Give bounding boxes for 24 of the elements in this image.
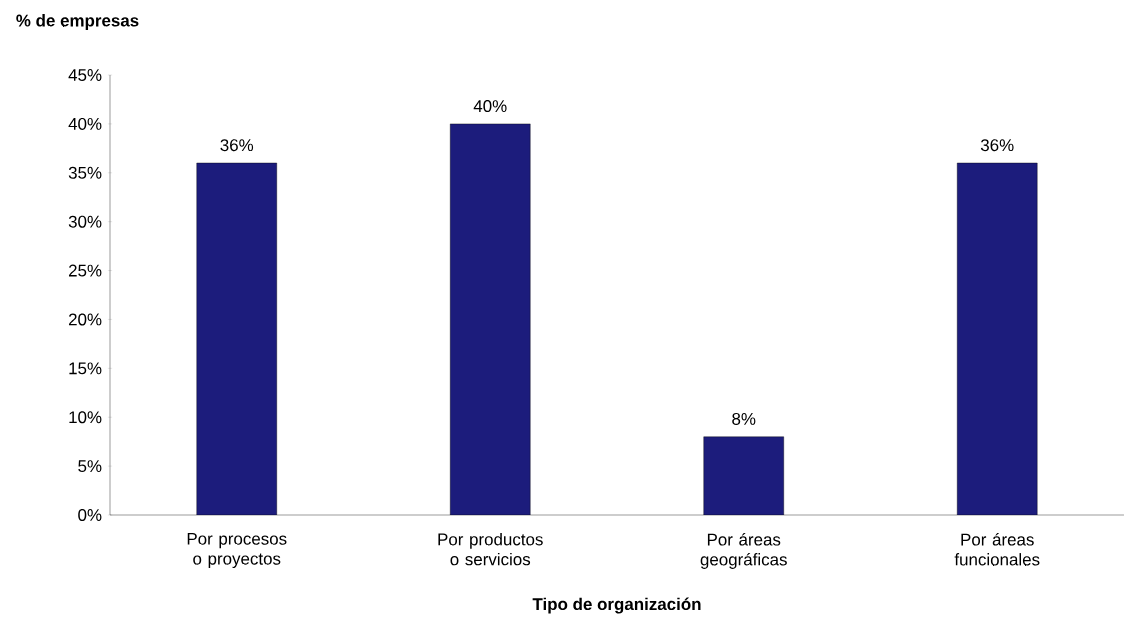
x-tick-label: Por áreas geográficas xyxy=(700,532,787,569)
x-tick-label: Por productos o servicios xyxy=(438,532,543,566)
y-axis-title: % de empresas xyxy=(16,14,139,30)
x-tick-label: Por procesos o proyectos xyxy=(187,532,287,569)
data-label: 40% xyxy=(473,100,507,113)
bar xyxy=(957,162,1038,515)
y-tick-label: 45% xyxy=(68,69,102,81)
data-label: 36% xyxy=(980,139,1014,152)
bar xyxy=(450,123,531,515)
y-tick-label: 20% xyxy=(68,313,102,326)
y-tick-label: 5% xyxy=(78,460,102,473)
x-tick-label: Por áreas funcionales xyxy=(954,532,1040,566)
y-tick-label: 25% xyxy=(68,264,102,277)
y-tick-label: 15% xyxy=(69,362,102,375)
y-tick-label: 30% xyxy=(68,215,102,228)
y-tick-label: 40% xyxy=(68,117,102,130)
data-label: 36% xyxy=(220,139,254,152)
data-label: 8% xyxy=(732,412,756,425)
bar xyxy=(196,163,277,515)
y-tick-label: 10% xyxy=(69,411,102,424)
x-axis-title: Tipo de organización xyxy=(532,597,701,614)
y-tick-label: 0% xyxy=(78,509,102,521)
y-tick-label: 35% xyxy=(68,166,102,179)
bar xyxy=(703,436,784,515)
